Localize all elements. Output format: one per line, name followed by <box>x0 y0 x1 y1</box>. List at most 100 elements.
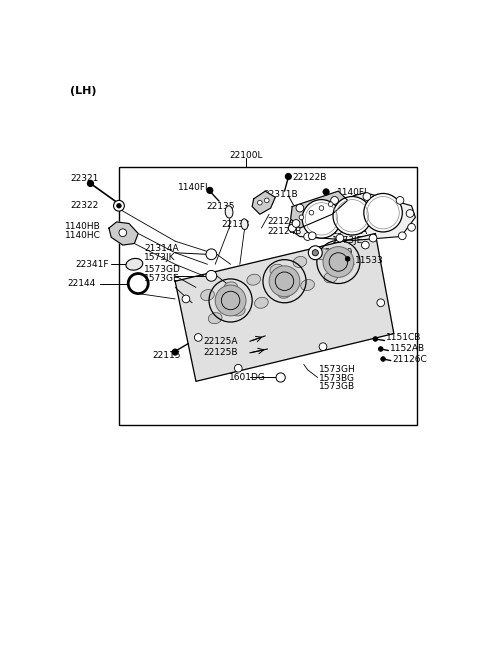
Circle shape <box>182 295 190 303</box>
Circle shape <box>285 173 291 180</box>
Circle shape <box>234 364 242 372</box>
Circle shape <box>296 204 304 212</box>
Text: 22125B: 22125B <box>204 348 238 358</box>
Text: 1573GD: 1573GD <box>144 265 181 274</box>
Text: 22125A: 22125A <box>204 337 238 346</box>
Circle shape <box>328 202 333 207</box>
Text: 1573GH: 1573GH <box>319 365 356 375</box>
Ellipse shape <box>247 274 261 285</box>
Text: 21314A: 21314A <box>144 243 179 253</box>
Circle shape <box>207 188 213 194</box>
Circle shape <box>308 232 316 239</box>
Text: 22100L: 22100L <box>229 152 263 160</box>
Circle shape <box>378 346 383 352</box>
Text: 22124B: 22124B <box>267 227 302 236</box>
Text: 22133: 22133 <box>221 220 250 229</box>
Circle shape <box>373 337 378 341</box>
Circle shape <box>172 349 178 355</box>
Circle shape <box>323 247 354 277</box>
Text: 22321: 22321 <box>71 174 99 183</box>
Ellipse shape <box>301 279 314 291</box>
Circle shape <box>377 299 384 306</box>
Circle shape <box>87 180 94 186</box>
Polygon shape <box>175 234 394 381</box>
Circle shape <box>194 334 202 341</box>
Circle shape <box>258 200 262 205</box>
Circle shape <box>363 193 371 200</box>
Circle shape <box>269 266 300 297</box>
Text: 1140FL: 1140FL <box>178 183 211 192</box>
Text: 1573BG: 1573BG <box>319 374 355 382</box>
Circle shape <box>333 197 372 235</box>
Circle shape <box>302 199 341 238</box>
Text: 22341F: 22341F <box>75 260 108 269</box>
Circle shape <box>331 197 338 204</box>
Text: (LH): (LH) <box>71 86 97 96</box>
Circle shape <box>408 224 415 231</box>
Ellipse shape <box>225 206 233 218</box>
Circle shape <box>304 233 312 240</box>
Text: 1573GB: 1573GB <box>319 382 355 391</box>
Text: 11533: 11533 <box>355 256 384 265</box>
Text: 1151CB: 1151CB <box>386 333 421 342</box>
Circle shape <box>381 357 385 361</box>
Bar <box>119 167 417 425</box>
Circle shape <box>396 197 404 204</box>
Circle shape <box>119 229 127 237</box>
Circle shape <box>336 234 344 242</box>
Circle shape <box>215 285 246 316</box>
Text: 1140FL: 1140FL <box>337 188 370 197</box>
Text: 1573JK: 1573JK <box>144 253 176 262</box>
Ellipse shape <box>293 256 307 268</box>
Text: 1573GA: 1573GA <box>332 227 368 236</box>
Ellipse shape <box>231 305 245 316</box>
Circle shape <box>369 234 377 242</box>
Ellipse shape <box>241 219 248 230</box>
Circle shape <box>323 189 329 195</box>
Circle shape <box>398 232 406 239</box>
Ellipse shape <box>201 289 215 300</box>
Circle shape <box>114 200 124 211</box>
Circle shape <box>117 203 121 208</box>
Circle shape <box>319 343 327 350</box>
Ellipse shape <box>316 249 330 260</box>
Circle shape <box>206 270 217 281</box>
Text: 22124C: 22124C <box>267 217 302 226</box>
Text: 1573GE: 1573GE <box>144 274 180 283</box>
Circle shape <box>364 194 402 232</box>
Polygon shape <box>109 222 138 245</box>
Text: 22311B: 22311B <box>263 190 298 199</box>
Circle shape <box>319 206 324 211</box>
Circle shape <box>288 224 296 232</box>
Text: 22322: 22322 <box>71 201 99 211</box>
Text: 22115: 22115 <box>152 352 180 360</box>
Text: 1573JE: 1573JE <box>332 236 363 245</box>
Circle shape <box>299 215 304 220</box>
Text: 22122B: 22122B <box>292 173 326 182</box>
Text: 1601DG: 1601DG <box>229 373 266 382</box>
Text: 22144: 22144 <box>67 279 96 288</box>
Polygon shape <box>252 191 275 215</box>
Ellipse shape <box>270 264 284 275</box>
Circle shape <box>206 249 217 260</box>
Text: 21126C: 21126C <box>392 354 427 363</box>
Polygon shape <box>291 191 348 228</box>
Text: 1140HC: 1140HC <box>65 232 101 240</box>
Circle shape <box>406 210 414 217</box>
Circle shape <box>292 220 300 228</box>
Circle shape <box>264 198 269 203</box>
Circle shape <box>312 250 318 256</box>
Ellipse shape <box>277 287 291 298</box>
Circle shape <box>308 246 322 260</box>
Ellipse shape <box>254 297 268 308</box>
Text: 1140HB: 1140HB <box>65 222 101 231</box>
Ellipse shape <box>324 272 337 283</box>
Circle shape <box>309 211 314 215</box>
Ellipse shape <box>224 282 238 293</box>
Circle shape <box>276 373 285 382</box>
Ellipse shape <box>208 313 222 323</box>
Circle shape <box>345 256 350 261</box>
Polygon shape <box>288 193 415 240</box>
Text: 22129: 22129 <box>324 248 353 257</box>
Circle shape <box>361 241 369 249</box>
